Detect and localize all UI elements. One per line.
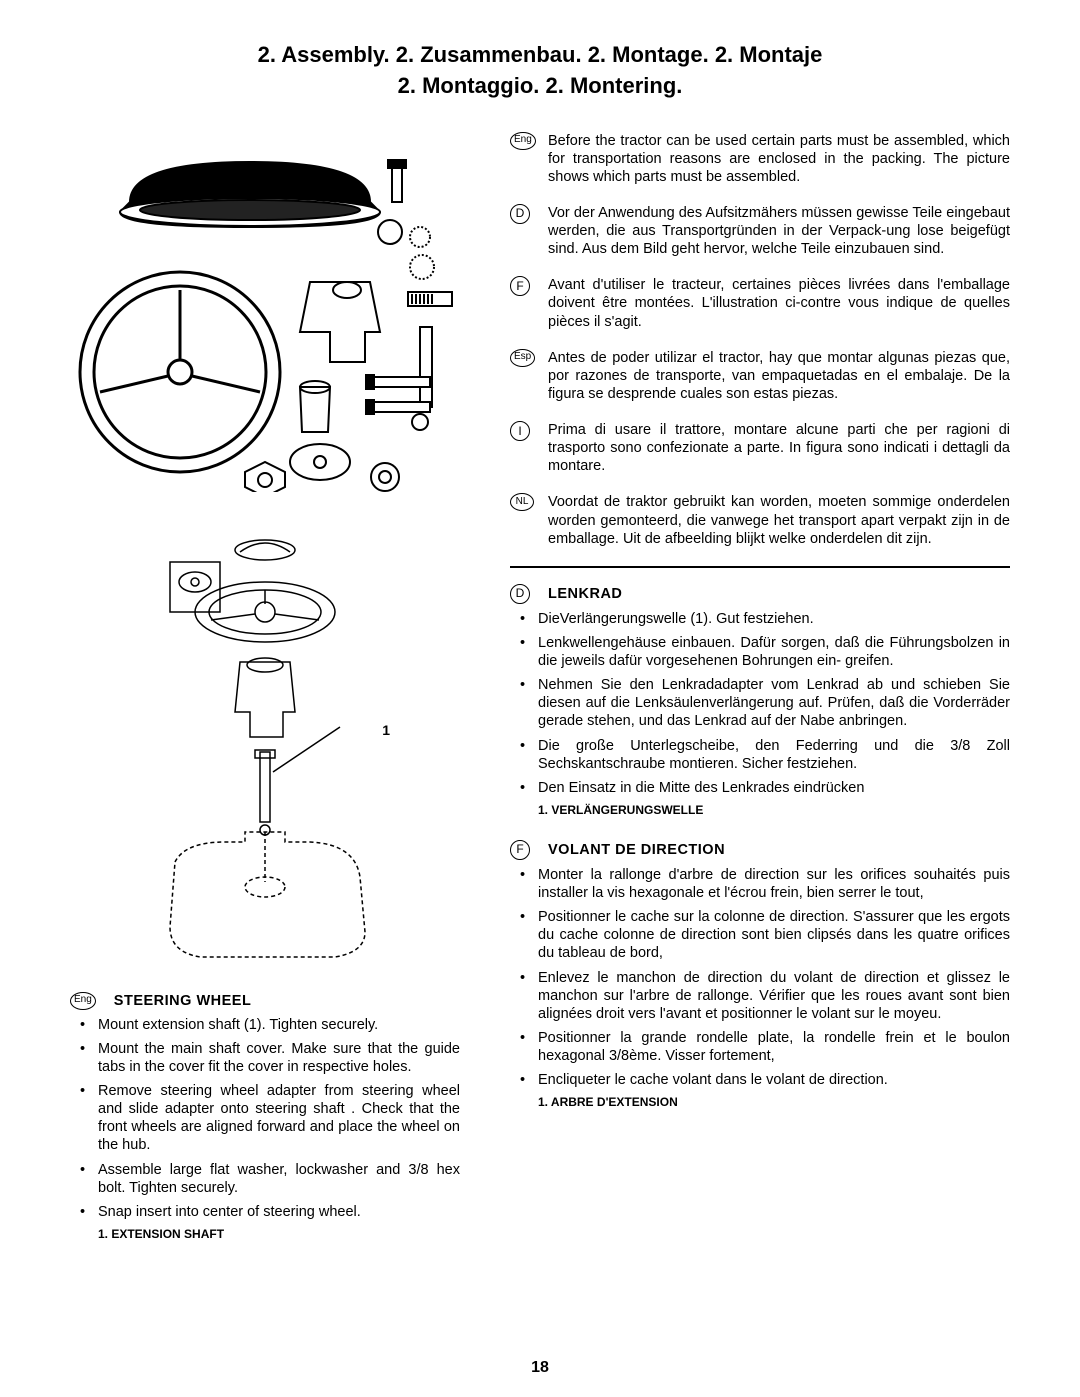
steering-item: Snap insert into center of steering whee… — [98, 1203, 460, 1221]
intro-text: Prima di usare il trattore, montare alcu… — [548, 421, 1010, 475]
volant-item: Positionner le cache sur la colonne de d… — [538, 908, 1010, 962]
intro-eng: Eng Before the tractor can be used certa… — [510, 132, 1010, 186]
assembly-diagram-svg — [115, 532, 415, 972]
steering-title: STEERING WHEEL — [114, 992, 252, 1010]
parts-diagram — [70, 132, 460, 492]
lenkrad-item: Lenkwellengehäuse einbauen. Dafür sorgen… — [538, 634, 1010, 670]
lang-tag: I — [510, 421, 530, 441]
volant-list: Monter la rallonge d'arbre de direction … — [510, 866, 1010, 1089]
steering-list: Mount extension shaft (1). Tighten secur… — [70, 1016, 460, 1221]
intro-text: Vor der Anwendung des Aufsitzmähers müss… — [548, 204, 1010, 258]
steering-head: Eng STEERING WHEEL — [70, 992, 460, 1010]
lang-tag-eng: Eng — [70, 992, 96, 1010]
lang-tag-d: D — [510, 584, 530, 604]
intro-text: Before the tractor can be used certain p… — [548, 132, 1010, 186]
assembly-diagram: 1 — [70, 532, 460, 972]
parts-diagram-svg — [70, 132, 460, 492]
right-column: Eng Before the tractor can be used certa… — [510, 132, 1010, 1264]
lenkrad-list: DieVerlängerungswelle (1). Gut festziehe… — [510, 610, 1010, 797]
left-column: 1 — [70, 132, 460, 1264]
lenkrad-head: D LENKRAD — [510, 584, 1010, 604]
steering-item: Mount extension shaft (1). Tighten secur… — [98, 1016, 460, 1034]
lang-tag: Esp — [510, 349, 535, 367]
volant-item: Monter la rallonge d'arbre de direction … — [538, 866, 1010, 902]
steering-item: Remove steering wheel adapter from steer… — [98, 1082, 460, 1155]
lenkrad-section: D LENKRAD DieVerlängerungswelle (1). Gut… — [510, 584, 1010, 818]
lenkrad-item: Die große Unterlegscheibe, den Federring… — [538, 737, 1010, 773]
volant-item: Enlevez le manchon de direction du volan… — [538, 969, 1010, 1023]
steering-item: Mount the main shaft cover. Make sure th… — [98, 1040, 460, 1076]
intro-nl: NL Voordat de traktor gebruikt kan worde… — [510, 493, 1010, 547]
intro-d: D Vor der Anwendung des Aufsitzmähers mü… — [510, 204, 1010, 258]
volant-footnote: 1. ARBRE D'EXTENSION — [510, 1095, 1010, 1110]
intro-text: Voordat de traktor gebruikt kan worden, … — [548, 493, 1010, 547]
page-number: 18 — [0, 1359, 1080, 1377]
intro-i: I Prima di usare il trattore, montare al… — [510, 421, 1010, 475]
lang-tag: NL — [510, 493, 534, 511]
page-heading: 2. Assembly. 2. Zusammenbau. 2. Montage.… — [70, 40, 1010, 102]
lenkrad-item: DieVerlängerungswelle (1). Gut festziehe… — [538, 610, 1010, 628]
heading-line1: 2. Assembly. 2. Zusammenbau. 2. Montage.… — [70, 40, 1010, 71]
intro-text: Avant d'utiliser le tracteur, certaines … — [548, 276, 1010, 330]
steering-item: Assemble large flat washer, lockwasher a… — [98, 1161, 460, 1197]
intro-f: F Avant d'utiliser le tracteur, certaine… — [510, 276, 1010, 330]
volant-head: F VOLANT DE DIRECTION — [510, 840, 1010, 860]
callout-1: 1 — [382, 722, 390, 738]
lenkrad-footnote: 1. VERLÄNGERUNGSWELLE — [510, 803, 1010, 818]
lang-tag-f: F — [510, 840, 530, 860]
lang-tag: Eng — [510, 132, 536, 150]
content-columns: 1 — [70, 132, 1010, 1264]
volant-section: F VOLANT DE DIRECTION Monter la rallonge… — [510, 840, 1010, 1110]
lang-tag: F — [510, 276, 530, 296]
heading-line2: 2. Montaggio. 2. Montering. — [70, 71, 1010, 102]
volant-item: Positionner la grande rondelle plate, la… — [538, 1029, 1010, 1065]
intro-esp: Esp Antes de poder utilizar el tractor, … — [510, 349, 1010, 403]
volant-title: VOLANT DE DIRECTION — [548, 841, 725, 859]
lang-tag: D — [510, 204, 530, 224]
lenkrad-item: Den Einsatz in die Mitte des Lenkrades e… — [538, 779, 1010, 797]
divider — [510, 566, 1010, 568]
lenkrad-item: Nehmen Sie den Lenkradadapter vom Lenkra… — [538, 676, 1010, 730]
steering-wheel-section: Eng STEERING WHEEL Mount extension shaft… — [70, 992, 460, 1242]
volant-item: Encliqueter le cache volant dans le vola… — [538, 1071, 1010, 1089]
steering-footnote: 1. EXTENSION SHAFT — [70, 1227, 460, 1242]
lenkrad-title: LENKRAD — [548, 585, 622, 603]
intro-text: Antes de poder utilizar el tractor, hay … — [548, 349, 1010, 403]
